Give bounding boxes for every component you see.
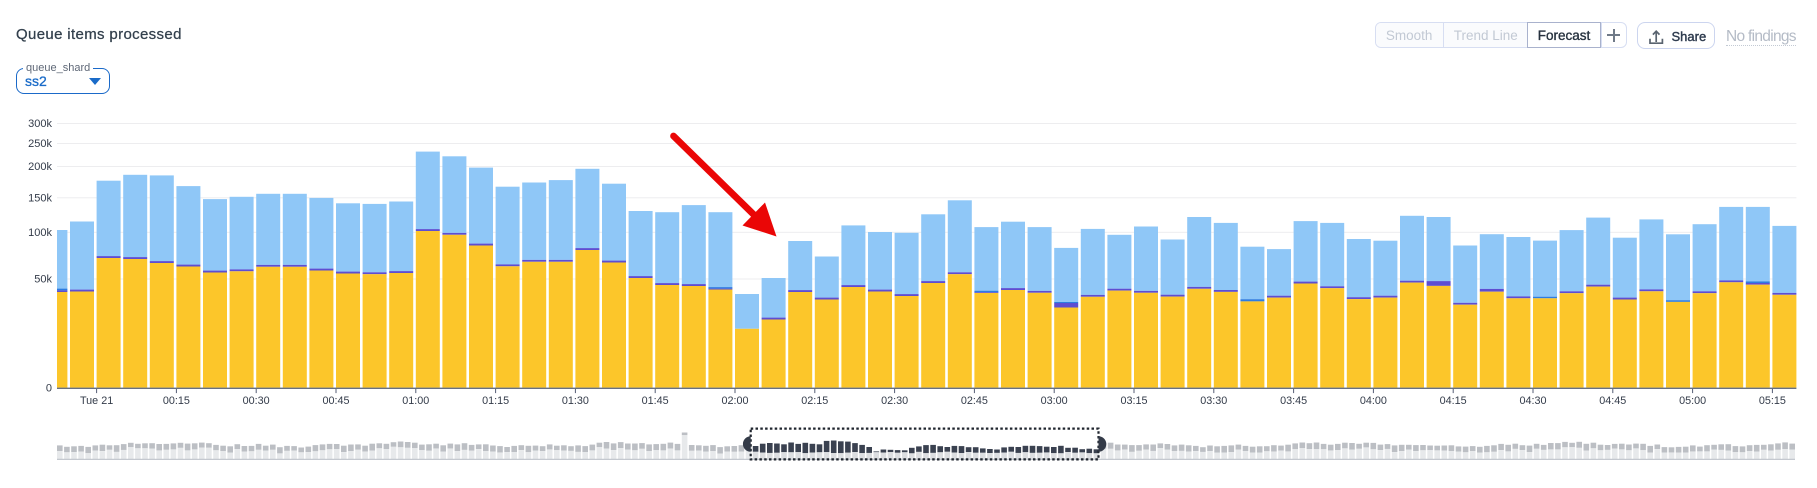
svg-text:00:15: 00:15 (163, 395, 190, 407)
svg-text:150k: 150k (28, 192, 52, 204)
svg-text:100k: 100k (28, 227, 52, 239)
svg-text:03:30: 03:30 (1200, 395, 1227, 407)
svg-text:250k: 250k (28, 138, 52, 150)
svg-text:02:45: 02:45 (961, 395, 988, 407)
svg-text:00:30: 00:30 (243, 395, 270, 407)
svg-text:01:45: 01:45 (642, 395, 669, 407)
svg-text:200k: 200k (28, 161, 52, 173)
svg-text:01:00: 01:00 (402, 395, 429, 407)
svg-text:01:30: 01:30 (562, 395, 589, 407)
svg-text:03:15: 03:15 (1120, 395, 1147, 407)
svg-text:02:30: 02:30 (881, 395, 908, 407)
svg-text:0: 0 (46, 383, 52, 395)
svg-text:04:45: 04:45 (1599, 395, 1626, 407)
svg-text:02:00: 02:00 (721, 395, 748, 407)
svg-text:05:15: 05:15 (1759, 395, 1786, 407)
svg-text:50k: 50k (34, 274, 52, 286)
svg-text:00:45: 00:45 (322, 395, 349, 407)
svg-text:05:00: 05:00 (1679, 395, 1706, 407)
svg-text:01:15: 01:15 (482, 395, 509, 407)
svg-text:03:00: 03:00 (1041, 395, 1068, 407)
svg-text:04:15: 04:15 (1440, 395, 1467, 407)
svg-text:04:00: 04:00 (1360, 395, 1387, 407)
svg-text:Tue 21: Tue 21 (80, 395, 113, 407)
svg-text:04:30: 04:30 (1519, 395, 1546, 407)
svg-text:02:15: 02:15 (801, 395, 828, 407)
svg-text:03:45: 03:45 (1280, 395, 1307, 407)
svg-text:300k: 300k (28, 118, 52, 130)
